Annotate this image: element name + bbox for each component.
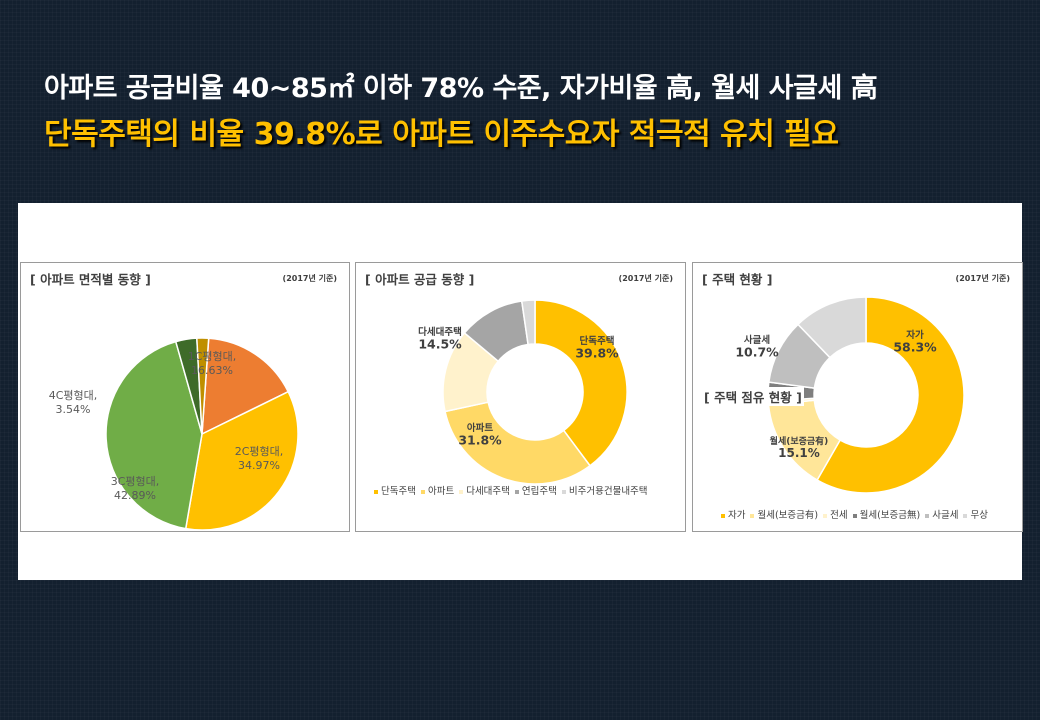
legend-item-단독주택: 단독주택 bbox=[374, 483, 416, 497]
chart-panel-apartment-area: 1C평형대, 16.63% 2C평형대, 34.97% 3C평형대, 42.89% 4C평형… bbox=[20, 262, 350, 532]
legend-swatch bbox=[852, 513, 857, 518]
legend-swatch bbox=[561, 489, 566, 494]
panel-note: (2017년 기준) bbox=[955, 274, 1010, 283]
slice-value-단독주택: 39.8% bbox=[575, 346, 619, 361]
legend-label: 단독주택 bbox=[381, 486, 416, 497]
legend-item-비주거용건물내주택: 비주거용건물내주택 bbox=[561, 483, 648, 497]
legend-swatch bbox=[750, 513, 755, 518]
pie-slice-자가 bbox=[816, 296, 965, 494]
legend-item-다세대주택: 다세대주택 bbox=[459, 483, 510, 497]
legend-label: 전세 bbox=[830, 510, 848, 521]
slice-label-단독주택: 단독주택 bbox=[580, 335, 615, 347]
slice-label-4C평형대: 4C평형대, bbox=[49, 389, 98, 402]
panel-note: (2017년 기준) bbox=[282, 274, 337, 283]
legend-swatch bbox=[420, 489, 425, 494]
legend-item-무상: 무상 bbox=[963, 507, 988, 521]
headline-line-2: 단독주택의 비율 39.8%로 아파트 이주수요자 적극적 유치 필요 bbox=[44, 117, 839, 152]
legend-label: 월세(보증금有) bbox=[757, 510, 819, 521]
slice-value-아파트: 31.8% bbox=[458, 433, 502, 448]
legend-swatch bbox=[963, 513, 968, 518]
panel-title: [ 아파트 면적별 동향 ] bbox=[30, 272, 151, 287]
legend-item-월세-보증금無: 월세(보증금無) bbox=[852, 507, 921, 521]
legend-label: 무상 bbox=[970, 510, 988, 521]
pie-slice-무상 bbox=[796, 296, 867, 359]
pie-slice-기타 bbox=[196, 337, 210, 435]
slice-value-4C평형대: 3.54% bbox=[56, 403, 91, 416]
legend-item-연립주택: 연립주택 bbox=[514, 483, 557, 497]
panel-title: [ 아파트 공급 동향 ] bbox=[365, 272, 475, 287]
chart-panel-apartment-supply: 단독주택 39.8% 아파트 31.8% 다세대주택 14.5% [ 아파트 공급 동향 … bbox=[355, 262, 686, 532]
panel-note: (2017년 기준) bbox=[618, 274, 673, 283]
slice-label-1C평형대: 1C평형대, bbox=[188, 350, 237, 363]
chart-panel-housing-status: 자가 58.3% 월세(보증금有) 15.1% 사글세 10.7% [ 주택 현황 ] (… bbox=[692, 262, 1023, 532]
legend-swatch bbox=[459, 489, 464, 494]
pie-slice-1C평형대 bbox=[201, 337, 290, 436]
legend-item-월세-보증금有: 월세(보증금有) bbox=[750, 507, 818, 521]
legend-label: 아파트 bbox=[427, 486, 455, 497]
legend-label: 사글세 bbox=[932, 510, 959, 521]
legend-swatch bbox=[721, 513, 725, 518]
pie-slice-아파트 bbox=[444, 401, 592, 485]
slice-value-월세-보증금有: 15.1% bbox=[778, 446, 820, 460]
legend-label: 자가 bbox=[728, 510, 746, 521]
inset-title: [ 주택 점유 현황 ] bbox=[702, 387, 804, 406]
slice-label-자가: 자가 bbox=[906, 329, 924, 341]
slice-label-다세대주택: 다세대주택 bbox=[418, 326, 462, 338]
slice-label-3C평형대: 3C평형대, bbox=[111, 475, 160, 488]
slice-value-다세대주택: 14.5% bbox=[418, 337, 462, 352]
pie-slice-3C평형대 bbox=[105, 340, 203, 530]
slice-label-사글세: 사글세 bbox=[744, 334, 770, 346]
legend-swatch bbox=[925, 513, 930, 518]
slice-value-1C평형대: 16.63% bbox=[191, 364, 233, 377]
legend-swatch bbox=[823, 513, 828, 518]
legend-item-전세: 전세 bbox=[823, 507, 848, 521]
chart-panel-strip: 1C평형대, 16.63% 2C평형대, 34.97% 3C평형대, 42.89% 4C평형… bbox=[18, 203, 1023, 580]
panel-title: [ 주택 현황 ] bbox=[702, 272, 773, 287]
slice-value-2C평형대: 34.97% bbox=[238, 459, 280, 472]
slice-value-사글세: 10.7% bbox=[735, 345, 779, 360]
slice-value-자가: 58.3% bbox=[893, 340, 937, 355]
legend-swatch bbox=[374, 489, 378, 494]
pie-slice-단독주택 bbox=[534, 299, 628, 467]
headline-line-1: 아파트 공급비율 40~85㎡ 이하 78% 수준, 자가비율 高, 월세 사글… bbox=[44, 73, 878, 104]
pie-slice-2C평형대 bbox=[184, 390, 299, 531]
legend-item-사글세: 사글세 bbox=[925, 507, 958, 521]
slice-label-아파트: 아파트 bbox=[467, 422, 493, 434]
legend-label: 월세(보증금無) bbox=[859, 510, 921, 521]
legend-label: 연립주택 bbox=[521, 486, 557, 497]
chart-legend: 자가 월세(보증금有) 전세 월세(보증금無) 사글세 무상 bbox=[721, 507, 993, 521]
pie-slice-비주거용건물내주택 bbox=[520, 299, 536, 346]
legend-swatch bbox=[514, 489, 519, 494]
apartment-area-pie-chart: 1C평형대,16.63% 2C평형대,34.97% 3C평형대,42.89% 4C평형… bbox=[49, 337, 299, 531]
slice-value-3C평형대: 42.89% bbox=[114, 489, 156, 502]
legend-label: 비주거용건물내주택 bbox=[568, 486, 648, 497]
legend-item-자가: 자가 bbox=[721, 507, 745, 521]
slice-label-2C평형대: 2C평형대, bbox=[235, 445, 284, 458]
slice-label-월세-보증금有: 월세(보증금有) bbox=[770, 435, 829, 447]
legend-label: 다세대주택 bbox=[466, 486, 510, 497]
chart-legend: 단독주택 아파트 다세대주택 연립주택 비주거용건물내주택 bbox=[374, 483, 653, 497]
legend-item-아파트: 아파트 bbox=[420, 483, 455, 497]
